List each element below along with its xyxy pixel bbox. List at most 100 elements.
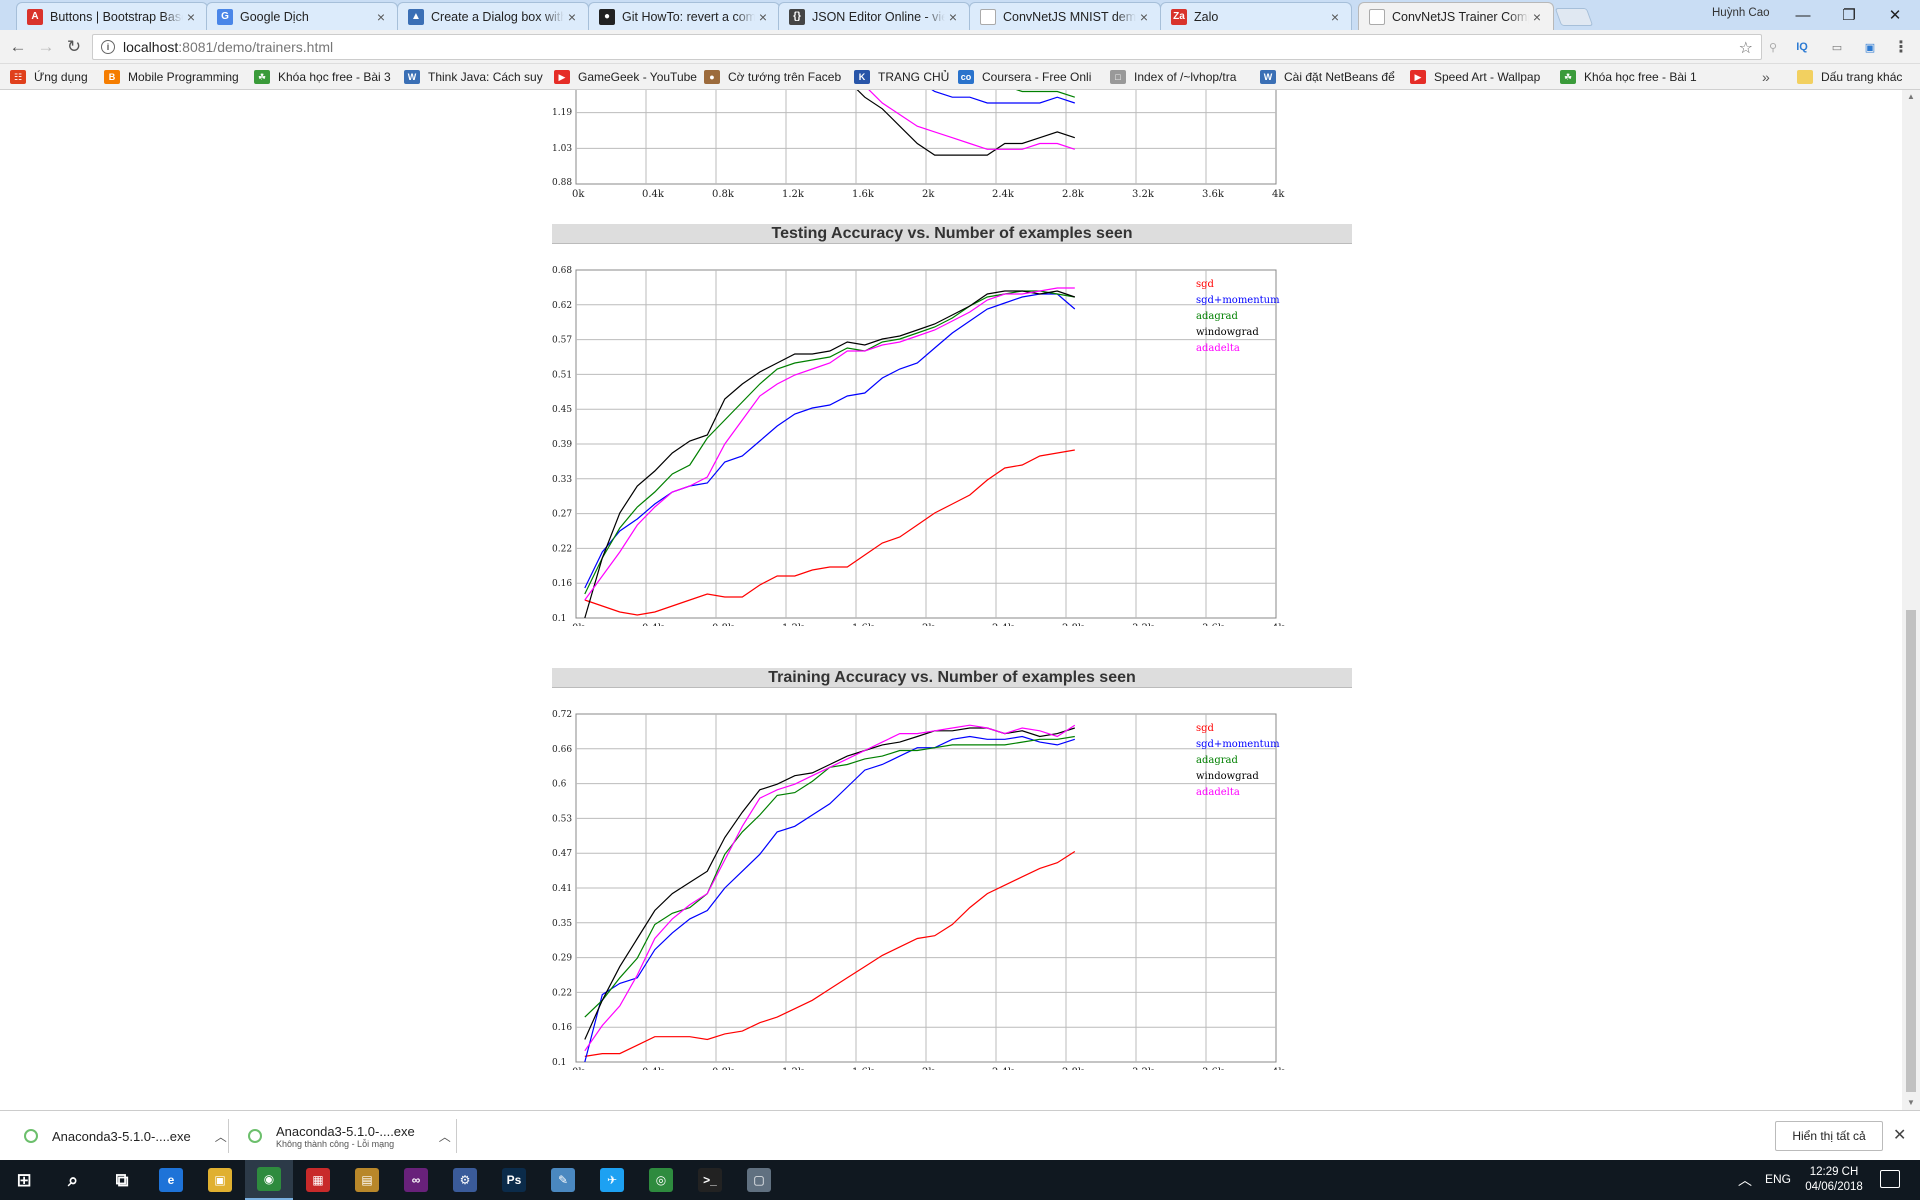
taskbar-button[interactable]: ◎ <box>637 1160 685 1200</box>
bookmark-item[interactable]: K TRANG CHỦ <box>854 68 954 86</box>
taskbar-button[interactable]: ◉ <box>245 1160 293 1200</box>
location-extension-icon[interactable]: ⚲ <box>1768 41 1778 54</box>
y-tick-label: 0.33 <box>552 475 572 485</box>
menu-icon[interactable]: ⋮ <box>1893 39 1909 56</box>
x-tick-label: 4k <box>1272 189 1285 200</box>
browser-tab[interactable]: A Buttons | Bootstrap Based × <box>16 2 208 30</box>
bookmark-item[interactable]: ☘ Khóa học free - Bài 1 <box>1560 68 1700 86</box>
x-tick-label: 1.2k <box>782 189 805 200</box>
x-tick-label: 3.2k <box>1132 189 1155 200</box>
taskbar-button[interactable]: Ps <box>490 1160 538 1200</box>
taskbar-button[interactable]: ⌕ <box>49 1160 97 1200</box>
reload-button[interactable]: ↻ <box>62 35 86 59</box>
taskbar-button[interactable]: e <box>147 1160 195 1200</box>
tab-close-icon[interactable]: × <box>376 8 386 25</box>
tray-expand-icon[interactable]: ︿ <box>1738 1172 1752 1188</box>
taskbar-button[interactable]: ⚙ <box>441 1160 489 1200</box>
tab-favicon-icon: ● <box>599 8 615 25</box>
y-tick-label: 0.53 <box>552 814 572 824</box>
x-tick-label: 2.4k <box>992 1067 1015 1070</box>
chevron-up-icon[interactable]: ︿ <box>214 1129 227 1144</box>
bookmark-favicon-icon: W <box>404 70 420 84</box>
download-item[interactable]: Anaconda3-5.1.0-....exe Không thành công … <box>248 1119 451 1153</box>
show-all-downloads-button[interactable]: Hiển thị tất cả <box>1775 1121 1883 1151</box>
bookmark-item[interactable]: ☷ Ứng dụng <box>10 68 100 86</box>
taskbar-button[interactable]: >_ <box>686 1160 734 1200</box>
taskbar-button[interactable]: ✎ <box>539 1160 587 1200</box>
other-bookmarks-folder[interactable]: Dấu trang khác <box>1797 68 1902 86</box>
bookmark-item[interactable]: □ Index of /~lvhop/tra <box>1110 68 1255 86</box>
bookmark-item[interactable]: ☘ Khóa học free - Bài 3 <box>254 68 399 86</box>
notes-app-icon: ✎ <box>551 1168 575 1192</box>
browser-tab[interactable]: ▲ Create a Dialog box with × <box>397 2 589 30</box>
bookmark-item[interactable]: ▶ Speed Art - Wallpap <box>1410 68 1555 86</box>
legend-entry: sgd+momentum <box>1196 295 1280 306</box>
taskbar-button[interactable]: ∞ <box>392 1160 440 1200</box>
cast-extension-icon[interactable]: ▭ <box>1831 41 1843 54</box>
browser-tab[interactable]: ● Git HowTo: revert a comm × <box>588 2 780 30</box>
tab-close-icon[interactable]: × <box>1139 8 1149 25</box>
taskbar-button[interactable]: ▤ <box>343 1160 391 1200</box>
taskbar-button[interactable]: ⊞ <box>0 1160 48 1200</box>
close-window-button[interactable]: ✕ <box>1872 0 1918 30</box>
tab-close-icon[interactable]: × <box>948 8 958 25</box>
address-bar[interactable]: i localhost:8081/demo/trainers.html ☆ <box>92 34 1762 60</box>
taskbar-button[interactable]: ▣ <box>196 1160 244 1200</box>
bookmark-label: Coursera - Free Onli <box>982 70 1092 84</box>
scroll-up-arrow-icon[interactable]: ▲ <box>1907 92 1915 101</box>
file-explorer-icon: ▣ <box>208 1168 232 1192</box>
bookmark-label: Khóa học free - Bài 3 <box>278 70 391 84</box>
taskbar-button[interactable]: ✈ <box>588 1160 636 1200</box>
bookmark-item[interactable]: ● Cờ tướng trên Faceb <box>704 68 849 86</box>
remote-app-icon: ▢ <box>747 1168 771 1192</box>
y-tick-label: 0.57 <box>552 336 572 346</box>
info-icon[interactable]: i <box>101 40 115 54</box>
browser-tab[interactable]: Za Zalo × <box>1160 2 1352 30</box>
bookmark-item[interactable]: ▶ GameGeek - YouTube <box>554 68 699 86</box>
x-tick-label: 3.2k <box>1132 623 1155 626</box>
browser-tab[interactable]: {} JSON Editor Online - view × <box>778 2 970 30</box>
series-line-sgd <box>584 850 1076 1057</box>
input-language[interactable]: ENG <box>1765 1172 1792 1186</box>
back-button[interactable]: ← <box>6 35 30 59</box>
tab-close-icon[interactable]: × <box>1532 8 1542 25</box>
bookmark-favicon-icon: B <box>104 70 120 84</box>
bookmark-favicon-icon: K <box>854 70 870 84</box>
page-scrollbar[interactable]: ▲ ▼ <box>1902 90 1920 1110</box>
browser-tab[interactable]: G Google Dịch × <box>206 2 398 30</box>
tab-close-icon[interactable]: × <box>758 8 768 25</box>
y-tick-label: 0.72 <box>552 710 572 720</box>
new-tab-button[interactable] <box>1554 8 1594 26</box>
close-downloads-icon[interactable]: ✕ <box>1893 1127 1907 1144</box>
bookmarks-overflow-button[interactable]: » <box>1762 69 1770 85</box>
taskbar-button[interactable]: ▦ <box>294 1160 342 1200</box>
tab-title: Buttons | Bootstrap Based <box>50 9 183 24</box>
profile-name[interactable]: Huỳnh Cao <box>1712 7 1770 19</box>
minimize-button[interactable]: — <box>1780 0 1826 30</box>
bookmark-star-icon[interactable]: ☆ <box>1738 40 1753 57</box>
x-tick-label: 2k <box>922 1067 935 1070</box>
taskbar-button[interactable]: ⧉ <box>98 1160 146 1200</box>
bookmark-item[interactable]: W Think Java: Cách suy <box>404 68 549 86</box>
scroll-down-arrow-icon[interactable]: ▼ <box>1907 1098 1915 1107</box>
taskbar-button[interactable]: ▢ <box>735 1160 783 1200</box>
screenshot-extension-icon[interactable]: ▣ <box>1864 41 1876 54</box>
x-tick-label: 3.2k <box>1132 1067 1155 1070</box>
notification-center-icon[interactable] <box>1880 1170 1900 1188</box>
chevron-up-icon[interactable]: ︿ <box>438 1129 451 1144</box>
scroll-thumb[interactable] <box>1906 610 1916 1092</box>
bookmark-item[interactable]: B Mobile Programming <box>104 68 249 86</box>
bookmark-item[interactable]: co Coursera - Free Onli <box>958 68 1106 86</box>
restore-button[interactable]: ❐ <box>1826 0 1872 30</box>
forward-button[interactable]: → <box>34 35 58 59</box>
legend-entry: sgd <box>1196 723 1215 734</box>
clock[interactable]: 12:29 CH 04/06/2018 <box>1798 1165 1870 1195</box>
download-item[interactable]: Anaconda3-5.1.0-....exe ︿ <box>24 1119 227 1153</box>
browser-tab[interactable]: ConvNetJS Trainer Comp × <box>1358 2 1554 30</box>
tab-close-icon[interactable]: × <box>567 8 577 25</box>
iq-extension-icon[interactable]: IQ <box>1796 41 1808 53</box>
browser-tab[interactable]: ConvNetJS MNIST demo × <box>969 2 1161 30</box>
tab-close-icon[interactable]: × <box>186 8 196 25</box>
bookmark-item[interactable]: W Cài đặt NetBeans để <box>1260 68 1405 86</box>
tab-close-icon[interactable]: × <box>1330 8 1340 25</box>
